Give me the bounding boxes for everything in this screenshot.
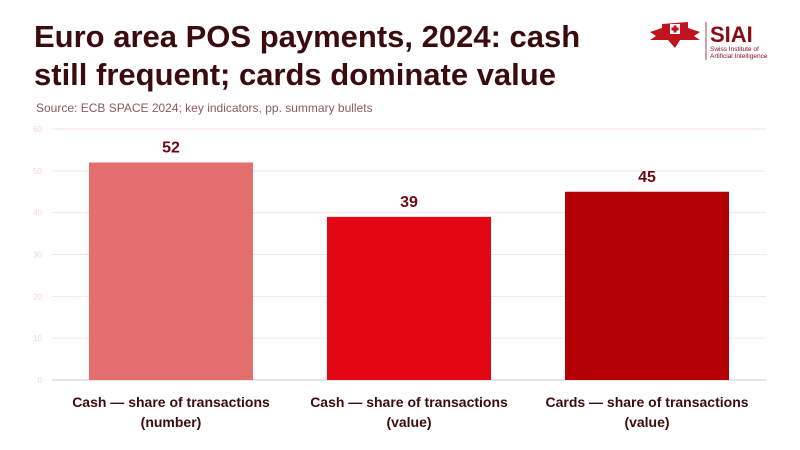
y-tick-label: 50: [33, 167, 42, 176]
value-label: 39: [400, 194, 418, 211]
bar: [565, 191, 729, 380]
x-tick-label: (value): [624, 414, 669, 430]
x-tick-label: (value): [386, 414, 431, 430]
siai-logo: SIAI Swiss Institute of Artificial Intel…: [650, 22, 768, 60]
bar: [89, 162, 253, 380]
value-label: 45: [638, 169, 656, 186]
svg-text:Swiss Institute of: Swiss Institute of: [710, 46, 759, 53]
y-tick-label: 30: [33, 251, 42, 260]
y-tick-label: 0: [38, 376, 43, 385]
x-tick-label: Cards — share of transactions: [545, 394, 748, 410]
chart-title: Euro area POS payments, 2024: cash still…: [34, 19, 581, 92]
x-tick-label: (number): [141, 414, 202, 430]
x-tick-label: Cash — share of transactions: [310, 394, 508, 410]
bar: [327, 216, 491, 380]
x-tick-label: Cash — share of transactions: [72, 394, 270, 410]
logo-name: SIAI: [710, 22, 753, 47]
svg-text:Artificial Intelligence: Artificial Intelligence: [710, 53, 768, 60]
y-tick-label: 10: [33, 334, 42, 343]
value-label: 52: [162, 139, 180, 156]
y-tick-label: 40: [33, 209, 42, 218]
y-tick-label: 60: [33, 125, 42, 134]
y-tick-label: 20: [33, 292, 42, 301]
source-note: Source: ECB SPACE 2024; key indicators, …: [36, 101, 373, 115]
